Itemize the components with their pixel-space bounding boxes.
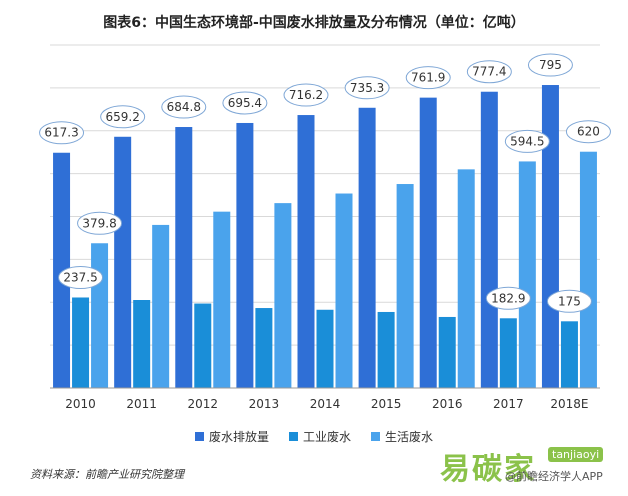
data-label-0-3: 695.4 (222, 91, 268, 115)
data-label-text: 237.5 (63, 270, 97, 284)
data-label-text: 182.9 (491, 291, 525, 305)
data-label-2-0: 379.8 (77, 211, 123, 235)
bar-1-0 (72, 297, 90, 388)
data-label-text: 617.3 (44, 126, 78, 140)
data-label-text: 379.8 (82, 216, 116, 230)
bar-2-5 (396, 184, 414, 388)
data-label-text: 594.5 (510, 134, 544, 148)
x-tick-label: 2013 (249, 397, 280, 411)
data-labels: 617.3 659.2 684.8 695.4 716.2 735.3 761.9 777.4… (39, 53, 611, 313)
brand-logo: 易碳家 (440, 452, 536, 487)
x-tick-label: 2011 (126, 397, 157, 411)
data-label-2-7: 594.5 (504, 129, 550, 153)
x-tick-label: 2014 (310, 397, 341, 411)
data-label-1-0: 237.5 (58, 265, 104, 289)
bar-2-6 (457, 169, 475, 388)
bar-0-8 (541, 85, 559, 389)
bar-1-8 (560, 321, 578, 388)
data-label-0-6: 761.9 (405, 66, 451, 90)
data-label-0-2: 684.8 (161, 95, 207, 119)
bar-chart: 617.3 659.2 684.8 695.4 716.2 735.3 761.9 777.4… (39, 44, 611, 411)
bar-0-2 (175, 127, 193, 389)
data-label-2-8: 620 (565, 120, 611, 144)
bar-2-4 (335, 193, 353, 388)
legend-item-1: 工业废水 (288, 428, 351, 445)
data-label-text: 175 (558, 294, 581, 308)
legend-swatch (371, 432, 380, 441)
brand-logo-sub: tanjiaoyi (548, 447, 604, 462)
bar-1-1 (133, 300, 151, 388)
bar-1-3 (255, 308, 273, 388)
data-label-0-0: 617.3 (39, 121, 85, 145)
data-label-text: 620 (577, 125, 600, 139)
data-label-0-8: 795 (527, 53, 573, 77)
x-axis: 2010 2011 2012 2013 2014 2015 2016 2017 2018E (50, 387, 600, 411)
x-tick-label: 2016 (432, 397, 463, 411)
data-label-text: 795 (539, 58, 562, 72)
data-label-0-5: 735.3 (344, 76, 390, 100)
source-note: 资料来源：前瞻产业研究院整理 (30, 468, 184, 481)
data-label-text: 735.3 (350, 81, 384, 95)
data-label-1-8: 175 (546, 289, 592, 313)
bar-0-4 (297, 115, 315, 389)
x-tick-label: 2012 (188, 397, 219, 411)
bar-0-5 (358, 107, 376, 389)
legend-swatch (288, 432, 298, 441)
data-label-text: 659.2 (105, 110, 139, 124)
bar-2-7 (518, 161, 536, 388)
legend-label: 废水排放量 (208, 430, 269, 444)
x-tick-label: 2010 (65, 397, 96, 411)
data-label-0-7: 777.4 (466, 60, 512, 84)
data-label-0-4: 716.2 (283, 83, 329, 107)
bar-1-7 (499, 318, 517, 388)
bar-1-6 (438, 316, 456, 388)
legend: 废水排放量 工业废水 生活废水 (0, 428, 628, 445)
data-label-text: 684.8 (167, 100, 201, 114)
legend-label: 工业废水 (302, 430, 351, 444)
legend-label: 生活废水 (385, 430, 434, 444)
bar-1-5 (377, 311, 395, 388)
bar-2-0 (91, 243, 109, 388)
data-label-text: 777.4 (472, 65, 506, 79)
bar-1-4 (316, 309, 334, 388)
bar-0-3 (236, 122, 254, 388)
data-label-0-1: 659.2 (100, 105, 146, 129)
data-label-text: 695.4 (228, 96, 262, 110)
bar-0-6 (419, 97, 437, 389)
bar-1-2 (194, 303, 212, 388)
bar-2-2 (213, 211, 231, 388)
data-label-1-7: 182.9 (485, 286, 531, 310)
x-tick-label: 2017 (493, 397, 524, 411)
legend-swatch (194, 432, 204, 441)
bar-0-7 (480, 91, 498, 389)
legend-item-2: 生活废水 (371, 428, 433, 445)
bar-2-1 (152, 224, 170, 388)
x-tick-label: 2015 (371, 397, 402, 411)
app-credit: @前瞻经济学人APP (505, 470, 603, 483)
bar-0-0 (53, 152, 71, 388)
chart-title: 图表6：中国生态环境部-中国废水排放量及分布情况（单位：亿吨） (103, 15, 525, 31)
data-label-text: 716.2 (289, 88, 323, 102)
legend-item-0: 废水排放量 (194, 428, 269, 445)
bar-2-3 (274, 203, 292, 388)
bar-0-1 (114, 136, 132, 388)
data-label-text: 761.9 (411, 71, 445, 85)
bar-2-8 (579, 151, 597, 388)
bars (53, 85, 597, 389)
x-tick-label: 2018E (550, 397, 588, 411)
